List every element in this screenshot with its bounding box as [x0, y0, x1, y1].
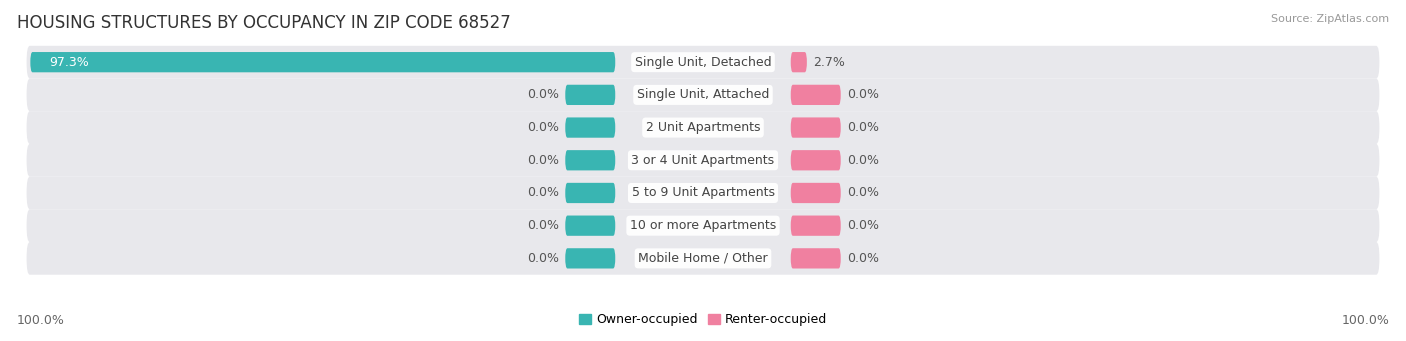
Text: 5 to 9 Unit Apartments: 5 to 9 Unit Apartments [631, 187, 775, 199]
FancyBboxPatch shape [31, 52, 616, 72]
FancyBboxPatch shape [27, 242, 1379, 275]
FancyBboxPatch shape [790, 248, 841, 268]
Text: 100.0%: 100.0% [1341, 314, 1389, 327]
Text: HOUSING STRUCTURES BY OCCUPANCY IN ZIP CODE 68527: HOUSING STRUCTURES BY OCCUPANCY IN ZIP C… [17, 14, 510, 32]
Text: Source: ZipAtlas.com: Source: ZipAtlas.com [1271, 14, 1389, 24]
FancyBboxPatch shape [27, 78, 1379, 111]
FancyBboxPatch shape [565, 117, 616, 138]
Text: 0.0%: 0.0% [527, 121, 560, 134]
FancyBboxPatch shape [790, 150, 841, 170]
FancyBboxPatch shape [27, 111, 1379, 144]
Text: 0.0%: 0.0% [527, 88, 560, 101]
Text: 0.0%: 0.0% [846, 252, 879, 265]
FancyBboxPatch shape [565, 216, 616, 236]
FancyBboxPatch shape [27, 177, 1379, 209]
Text: 0.0%: 0.0% [846, 154, 879, 167]
FancyBboxPatch shape [790, 183, 841, 203]
FancyBboxPatch shape [790, 117, 841, 138]
Text: 0.0%: 0.0% [527, 187, 560, 199]
FancyBboxPatch shape [790, 52, 807, 72]
FancyBboxPatch shape [565, 85, 616, 105]
Text: 0.0%: 0.0% [846, 121, 879, 134]
Text: 10 or more Apartments: 10 or more Apartments [630, 219, 776, 232]
FancyBboxPatch shape [790, 216, 841, 236]
FancyBboxPatch shape [565, 150, 616, 170]
Text: 100.0%: 100.0% [17, 314, 65, 327]
Text: 3 or 4 Unit Apartments: 3 or 4 Unit Apartments [631, 154, 775, 167]
Text: 97.3%: 97.3% [49, 56, 89, 69]
Text: 2 Unit Apartments: 2 Unit Apartments [645, 121, 761, 134]
Text: Mobile Home / Other: Mobile Home / Other [638, 252, 768, 265]
Text: 2.7%: 2.7% [813, 56, 845, 69]
Text: 0.0%: 0.0% [527, 154, 560, 167]
FancyBboxPatch shape [790, 85, 841, 105]
FancyBboxPatch shape [565, 183, 616, 203]
FancyBboxPatch shape [27, 46, 1379, 78]
Text: Single Unit, Attached: Single Unit, Attached [637, 88, 769, 101]
Text: 0.0%: 0.0% [846, 187, 879, 199]
FancyBboxPatch shape [565, 248, 616, 268]
Text: 0.0%: 0.0% [527, 252, 560, 265]
Text: 0.0%: 0.0% [846, 219, 879, 232]
FancyBboxPatch shape [27, 209, 1379, 242]
FancyBboxPatch shape [27, 144, 1379, 177]
Legend: Owner-occupied, Renter-occupied: Owner-occupied, Renter-occupied [574, 308, 832, 331]
Text: 0.0%: 0.0% [846, 88, 879, 101]
Text: Single Unit, Detached: Single Unit, Detached [634, 56, 772, 69]
Text: 0.0%: 0.0% [527, 219, 560, 232]
